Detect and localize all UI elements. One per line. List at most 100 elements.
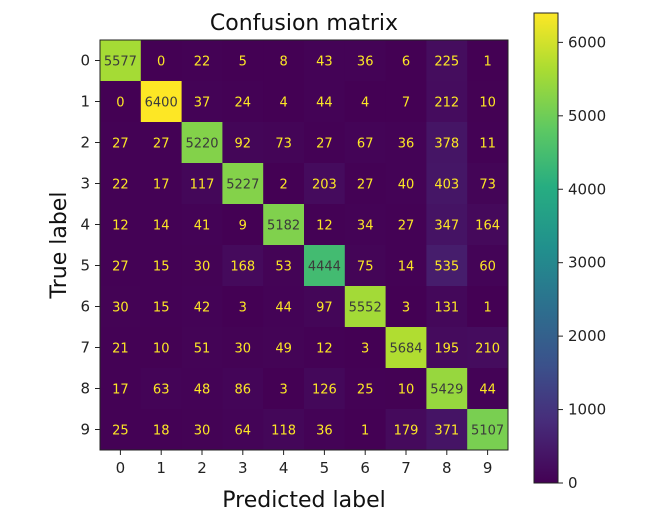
cell-value-label: 5552 bbox=[349, 301, 382, 316]
cell-value-label: 9 bbox=[239, 219, 247, 234]
heatmap-cell bbox=[385, 163, 427, 205]
cell-value-label: 75 bbox=[357, 260, 374, 275]
x-tick-label: 9 bbox=[483, 459, 493, 477]
heatmap-cell bbox=[426, 122, 468, 164]
y-axis-title: True label bbox=[47, 192, 72, 300]
heatmap-cell bbox=[426, 327, 468, 369]
x-tick-label: 7 bbox=[401, 459, 411, 477]
cell-value-label: 30 bbox=[194, 260, 211, 275]
heatmap-cell bbox=[140, 40, 183, 82]
cell-value-label: 51 bbox=[194, 342, 211, 357]
chart-title: Confusion matrix bbox=[210, 11, 398, 36]
cell-value-label: 371 bbox=[434, 424, 459, 439]
heatmap-cell bbox=[304, 286, 346, 328]
heatmap-cell bbox=[467, 122, 509, 164]
cell-value-label: 63 bbox=[153, 383, 170, 398]
cell-value-label: 15 bbox=[153, 260, 170, 275]
cell-value-label: 17 bbox=[112, 383, 129, 398]
x-axis: 0 1 2 3 4 5 6 7 8 9 bbox=[116, 450, 493, 477]
heatmap-cell bbox=[222, 368, 264, 410]
cell-value-label: 21 bbox=[112, 342, 129, 357]
cell-value-label: 73 bbox=[479, 178, 496, 193]
cell-value-label: 64 bbox=[235, 424, 252, 439]
cell-value-label: 0 bbox=[116, 96, 124, 111]
cell-value-label: 10 bbox=[153, 342, 170, 357]
heatmap-cell bbox=[304, 204, 346, 246]
heatmap-cell bbox=[467, 368, 509, 410]
cell-value-label: 5684 bbox=[389, 342, 422, 357]
cell-value-label: 22 bbox=[194, 55, 211, 70]
heatmap-cell bbox=[426, 368, 468, 410]
cell-value-label: 4 bbox=[279, 96, 287, 111]
heatmap-cell bbox=[181, 286, 223, 328]
cell-value-label: 42 bbox=[194, 301, 211, 316]
heatmap-cell bbox=[222, 286, 264, 328]
cell-value-label: 1 bbox=[361, 424, 369, 439]
plot-frame bbox=[99, 39, 509, 451]
heatmap-cell bbox=[100, 40, 142, 82]
heatmap-cell bbox=[344, 163, 387, 205]
cell-value-label: 48 bbox=[194, 383, 211, 398]
cell-value-label: 0 bbox=[157, 55, 165, 70]
heatmap-cell bbox=[426, 286, 468, 328]
heatmap-cell bbox=[100, 163, 142, 205]
heatmap-cell bbox=[222, 40, 264, 82]
cell-value-label: 5 bbox=[239, 55, 247, 70]
heatmap-cell bbox=[140, 122, 183, 164]
cell-value-label: 97 bbox=[316, 301, 333, 316]
cell-value-label: 168 bbox=[230, 260, 255, 275]
heatmap-cell bbox=[181, 245, 223, 287]
heatmap-cell bbox=[385, 204, 427, 246]
heatmap-cell bbox=[304, 40, 346, 82]
heatmap-cell bbox=[222, 122, 264, 164]
heatmap-cell bbox=[100, 286, 142, 328]
cell-value-label: 30 bbox=[112, 301, 129, 316]
heatmap-cell bbox=[181, 204, 223, 246]
cell-value-label: 12 bbox=[316, 342, 333, 357]
heatmap-cell bbox=[222, 204, 264, 246]
cell-value-label: 5429 bbox=[430, 383, 463, 398]
cell-value-label: 403 bbox=[434, 178, 459, 193]
x-tick-label: 4 bbox=[279, 459, 289, 477]
heatmap-cell bbox=[263, 327, 305, 369]
cell-value-label: 210 bbox=[475, 342, 500, 357]
cell-value-label: 212 bbox=[434, 96, 459, 111]
cell-value-label: 131 bbox=[434, 301, 459, 316]
y-tick-label: 7 bbox=[80, 339, 90, 357]
heatmap-cell bbox=[140, 286, 183, 328]
cell-value-label: 203 bbox=[312, 178, 337, 193]
heatmap-cell bbox=[304, 368, 346, 410]
heatmap-cell bbox=[385, 81, 427, 123]
cell-value-label: 36 bbox=[398, 137, 415, 152]
heatmap-cell bbox=[263, 286, 305, 328]
cell-value-label: 30 bbox=[194, 424, 211, 439]
heatmap-cell bbox=[140, 163, 183, 205]
heatmap-cell bbox=[100, 204, 142, 246]
heatmap-cell bbox=[467, 40, 509, 82]
cell-value-label: 60 bbox=[479, 260, 496, 275]
heatmap-cell bbox=[181, 40, 223, 82]
heatmap-cell bbox=[304, 122, 346, 164]
heatmap-cell bbox=[263, 81, 305, 123]
y-axis: 0 1 2 3 4 5 6 7 8 9 bbox=[80, 52, 100, 439]
cell-value-label: 25 bbox=[357, 383, 374, 398]
cell-value-label: 40 bbox=[398, 178, 415, 193]
cell-value-label: 6400 bbox=[145, 96, 178, 111]
cell-value-label: 1 bbox=[483, 301, 491, 316]
heatmap-cell bbox=[426, 245, 468, 287]
cell-value-label: 5107 bbox=[471, 424, 504, 439]
heatmap-cell bbox=[385, 327, 427, 369]
x-tick-label: 8 bbox=[442, 459, 452, 477]
colorbar-tick-label: 1000 bbox=[568, 401, 606, 419]
cell-value-label: 18 bbox=[153, 424, 170, 439]
heatmap-cell bbox=[181, 81, 223, 123]
colorbar: 0 1000 2000 3000 4000 5000 6000 bbox=[533, 12, 606, 492]
cell-value-label: 8 bbox=[279, 55, 287, 70]
x-tick-label: 0 bbox=[116, 459, 126, 477]
cell-value-label: 1 bbox=[483, 55, 491, 70]
cell-value-label: 117 bbox=[190, 178, 215, 193]
y-tick-label: 4 bbox=[80, 216, 90, 234]
heatmap-cell bbox=[344, 204, 387, 246]
